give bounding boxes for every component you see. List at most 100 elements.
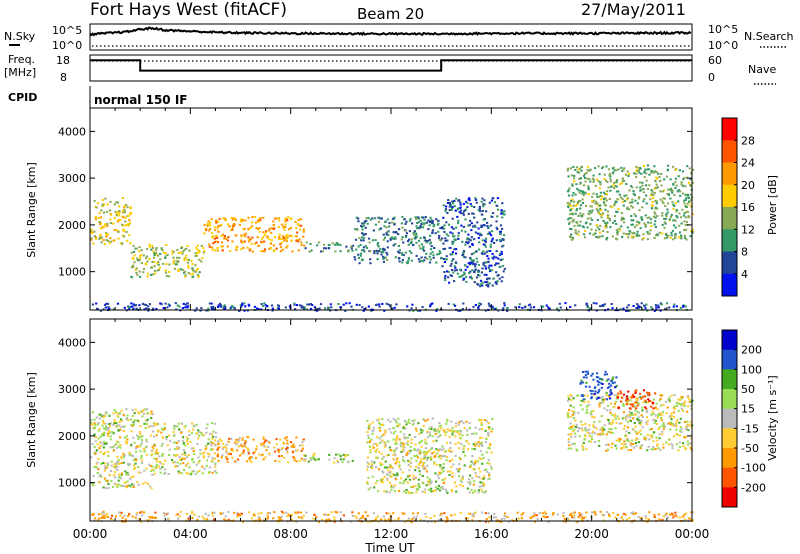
data-cell	[438, 473, 441, 476]
data-cell	[685, 197, 688, 199]
data-cell	[136, 445, 139, 448]
data-cell	[273, 236, 276, 239]
data-cell	[386, 477, 389, 480]
data-cell	[581, 444, 584, 447]
data-cell	[208, 466, 212, 469]
data-cell	[197, 437, 200, 440]
data-cell	[187, 264, 190, 267]
data-cell	[211, 511, 214, 514]
data-cell	[489, 270, 492, 273]
data-cell	[412, 231, 415, 234]
data-cell	[113, 203, 116, 206]
data-cell	[487, 432, 490, 434]
data-cell	[97, 519, 100, 522]
data-cell	[459, 484, 462, 486]
data-cell	[91, 442, 94, 445]
data-cell	[655, 306, 658, 309]
data-cell	[231, 305, 234, 308]
data-cell	[573, 224, 576, 227]
data-cell	[573, 412, 576, 415]
data-cell	[357, 256, 360, 259]
data-cell	[439, 227, 442, 230]
data-cell	[224, 306, 227, 308]
data-cell	[632, 192, 635, 195]
data-cell	[97, 457, 100, 460]
data-cell	[434, 520, 437, 523]
data-cell	[674, 177, 677, 180]
data-cell	[576, 208, 579, 211]
data-cell	[112, 412, 115, 415]
data-cell	[174, 465, 177, 468]
data-cell	[491, 215, 494, 218]
data-cell	[167, 275, 171, 278]
data-cell	[682, 178, 685, 181]
data-cell	[477, 491, 480, 494]
data-cell	[445, 431, 448, 434]
data-cell	[106, 224, 109, 227]
data-cell	[112, 432, 115, 435]
data-cell	[611, 432, 614, 434]
data-cell	[171, 252, 174, 255]
data-cell	[642, 200, 645, 203]
data-cell	[407, 459, 410, 462]
data-cell	[145, 423, 149, 425]
data-cell	[94, 218, 97, 221]
data-cell	[387, 234, 390, 237]
data-cell	[112, 308, 115, 311]
data-cell	[437, 484, 441, 487]
data-cell	[485, 451, 488, 454]
data-cell	[688, 517, 691, 520]
data-cell	[227, 440, 230, 443]
data-cell	[187, 266, 190, 269]
data-cell	[459, 511, 462, 514]
velocity-colorbar-swatch	[722, 467, 737, 488]
data-cell	[678, 398, 682, 401]
data-cell	[153, 254, 156, 257]
data-cell	[638, 171, 641, 174]
data-cell	[392, 512, 395, 515]
data-cell	[176, 425, 179, 428]
data-cell	[400, 477, 403, 480]
data-cell	[366, 441, 369, 444]
data-cell	[488, 268, 491, 271]
data-cell	[137, 411, 140, 414]
data-cell	[614, 444, 617, 447]
data-cell	[214, 463, 217, 466]
data-cell	[598, 187, 601, 190]
data-cell	[647, 393, 650, 395]
data-cell	[212, 430, 215, 433]
data-cell	[569, 204, 572, 207]
data-cell	[119, 242, 123, 245]
data-cell	[625, 430, 628, 433]
data-cell	[428, 427, 431, 430]
power-ytick-label: 3000	[58, 172, 86, 185]
data-cell	[180, 247, 183, 249]
data-cell	[472, 305, 475, 308]
data-cell	[601, 398, 604, 401]
data-cell	[677, 398, 680, 401]
data-cell	[408, 238, 411, 241]
data-cell	[183, 451, 186, 454]
data-cell	[151, 244, 154, 247]
data-cell	[570, 395, 573, 398]
data-cell	[243, 309, 246, 312]
data-cell	[459, 206, 462, 209]
nsky-tick-high: 10^5	[52, 24, 82, 37]
data-cell	[615, 185, 618, 188]
data-cell	[605, 179, 608, 182]
data-cell	[585, 411, 588, 414]
data-cell	[407, 517, 411, 520]
data-cell	[586, 429, 589, 432]
data-cell	[284, 437, 287, 440]
data-cell	[119, 219, 122, 221]
data-cell	[651, 204, 654, 207]
data-cell	[142, 409, 145, 412]
data-cell	[213, 470, 217, 473]
data-cell	[315, 458, 318, 461]
data-cell	[404, 251, 407, 254]
data-cell	[607, 186, 610, 189]
data-cell	[417, 217, 420, 220]
data-cell	[406, 443, 409, 446]
data-cell	[682, 214, 686, 217]
data-cell	[148, 303, 152, 306]
